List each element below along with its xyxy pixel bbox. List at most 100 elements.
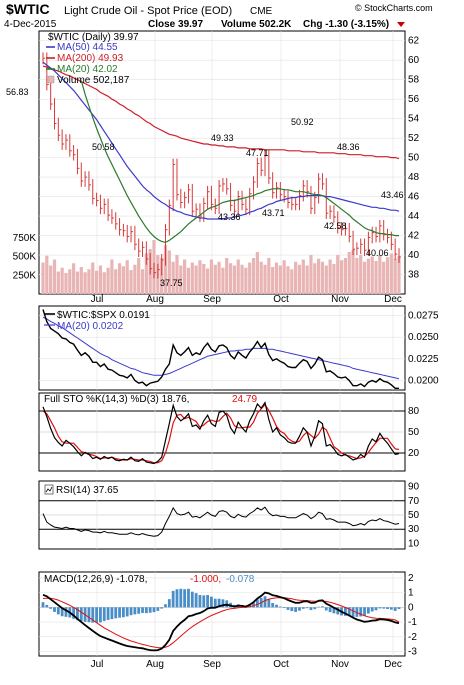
macd-hist-bar xyxy=(286,607,290,610)
price-bar xyxy=(230,182,233,212)
volume-bar xyxy=(190,262,194,294)
volume-bar xyxy=(225,258,229,294)
macd-hist-bar xyxy=(41,602,45,608)
macd-hist-bar xyxy=(164,604,167,608)
macd-legend-title: MACD(12,26,9) -1.078, xyxy=(44,574,147,585)
volume-bar xyxy=(140,269,145,294)
volume-bar xyxy=(102,272,106,294)
price-bar xyxy=(57,117,61,142)
price-bar xyxy=(256,157,260,188)
macd-hist-bar xyxy=(53,607,56,612)
price-bar xyxy=(287,190,290,209)
volume-bar xyxy=(163,245,168,294)
macd-hist-bar xyxy=(278,606,282,608)
ratio-tick-label: 0.0275 xyxy=(408,311,439,322)
macd-hist-bar xyxy=(393,607,397,611)
volume-bar xyxy=(110,259,114,294)
volume-bar xyxy=(198,260,202,294)
volume-bar xyxy=(49,265,53,294)
volume-bar xyxy=(183,259,187,294)
macd-hist-bar xyxy=(171,590,175,608)
price-tick-label: 50 xyxy=(408,153,420,164)
volume-bar xyxy=(167,250,171,294)
volume-bar xyxy=(278,265,282,294)
ratio-legend-title: $WTIC:$SPX 0.0191 xyxy=(57,310,150,321)
price-panel-frame xyxy=(38,30,406,295)
macd-hist-bar xyxy=(194,593,198,608)
price-bar xyxy=(367,231,371,257)
price-bar xyxy=(65,134,68,150)
x-tick-label-bottom: Nov xyxy=(331,659,349,670)
volume-tick-label: 250K xyxy=(13,270,37,281)
volume-bar xyxy=(320,261,325,294)
macd-hist-bar xyxy=(102,607,106,621)
price-bar xyxy=(134,225,137,251)
price-bar xyxy=(195,203,199,218)
price-bar xyxy=(233,199,237,218)
rsi-tick-label: 30 xyxy=(408,524,420,535)
price-tick-label: 60 xyxy=(408,55,420,66)
price-bar xyxy=(379,219,382,243)
macd-hist-bar xyxy=(290,607,294,612)
x-tick-label: Aug xyxy=(146,294,164,305)
down-arrow-icon xyxy=(397,22,405,27)
price-annotation: 43.36 xyxy=(218,212,241,222)
price-tick-label: 58 xyxy=(408,75,420,86)
price-tick-label: 56 xyxy=(408,94,420,105)
x-tick-label: Jul xyxy=(91,294,104,305)
volume-bar xyxy=(362,261,367,294)
macd-hist-bar xyxy=(60,607,64,617)
ratio-ma20-line xyxy=(42,316,400,380)
stoch-legend-d: 24.79 xyxy=(232,394,257,405)
stoch-y-ticks: 80 50 20 xyxy=(408,406,420,459)
volume-bar xyxy=(366,258,370,294)
macd-hist-bar xyxy=(144,607,148,614)
price-annotation: 48.36 xyxy=(337,142,360,152)
volume-bar xyxy=(133,264,137,294)
price-bar xyxy=(84,171,88,187)
price-bar xyxy=(157,263,160,279)
macd-hist-bar xyxy=(252,602,255,608)
price-bar xyxy=(237,190,241,218)
price-bar xyxy=(122,223,126,237)
price-bar xyxy=(92,179,95,205)
price-bar xyxy=(80,162,84,187)
macd-hist-bar xyxy=(167,599,171,608)
macd-hist-bar xyxy=(99,607,102,623)
price-annotation: 43.46 xyxy=(381,190,404,200)
macd-hist-bar xyxy=(91,607,95,623)
price-bar xyxy=(245,198,248,216)
volume-bar xyxy=(68,269,72,294)
volume-bar xyxy=(129,270,133,294)
volume-bar xyxy=(317,258,321,294)
volume-y-ticks: 750K 500K 250K xyxy=(13,233,37,282)
volume-bar xyxy=(171,261,175,294)
macd-hist-bar xyxy=(397,607,401,610)
rsi-tick-label: 70 xyxy=(408,496,420,507)
macd-hist-bar xyxy=(347,607,351,617)
stoch-k-line xyxy=(42,401,400,465)
macd-hist-bar xyxy=(355,607,359,617)
macd-tick-label: 1 xyxy=(408,588,414,599)
price-bar xyxy=(295,198,298,211)
price-bar xyxy=(172,158,176,212)
macd-hist-bar xyxy=(141,607,144,613)
price-bar xyxy=(321,173,325,190)
price-tick-label: 62 xyxy=(408,36,420,47)
price-bar xyxy=(329,205,333,219)
macd-hist-bar xyxy=(160,607,164,609)
price-bar xyxy=(107,198,111,221)
volume-bar xyxy=(72,263,76,294)
volume-bar xyxy=(106,267,110,294)
macd-hist-bar xyxy=(359,607,363,617)
macd-hist-bar xyxy=(121,607,125,618)
rsi-tick-label: 50 xyxy=(408,510,420,521)
macd-hist-bar xyxy=(366,607,370,614)
macd-hist-bar xyxy=(271,603,275,608)
price-annotation: 56.83 xyxy=(6,87,29,97)
volume-bar xyxy=(251,258,256,294)
price-annotation: 47.71 xyxy=(246,148,269,158)
price-bar xyxy=(337,211,340,234)
volume-bar xyxy=(175,255,179,294)
volume-bar xyxy=(217,261,221,294)
